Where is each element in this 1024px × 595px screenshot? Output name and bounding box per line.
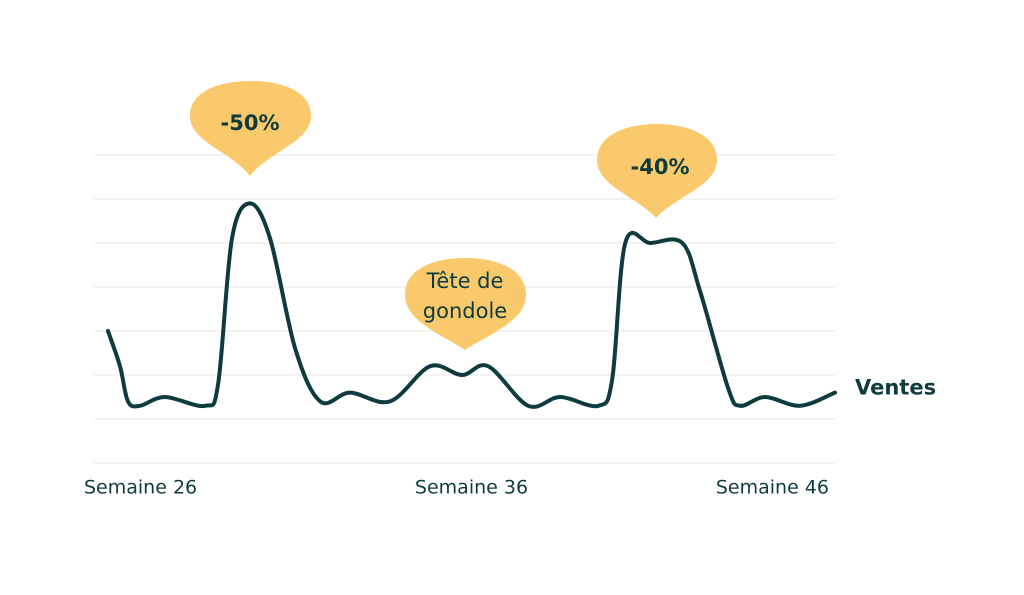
annotation-bubble — [405, 258, 526, 350]
x-tick-label: Semaine 36 — [415, 477, 528, 499]
annotation: -40% — [631, 155, 690, 179]
series-label: Ventes — [855, 376, 936, 400]
annotation: Tête de — [426, 269, 504, 293]
x-tick-label: Semaine 26 — [84, 477, 197, 499]
annotation-bubble — [190, 81, 311, 176]
annotation-bubble — [597, 124, 717, 218]
line — [106, 201, 837, 409]
annotations: -50% Tête de gondole -40% — [190, 81, 717, 350]
x-tick-label: Semaine 46 — [716, 477, 829, 499]
annotation: gondole — [423, 299, 507, 323]
annotation: -50% — [221, 111, 280, 135]
